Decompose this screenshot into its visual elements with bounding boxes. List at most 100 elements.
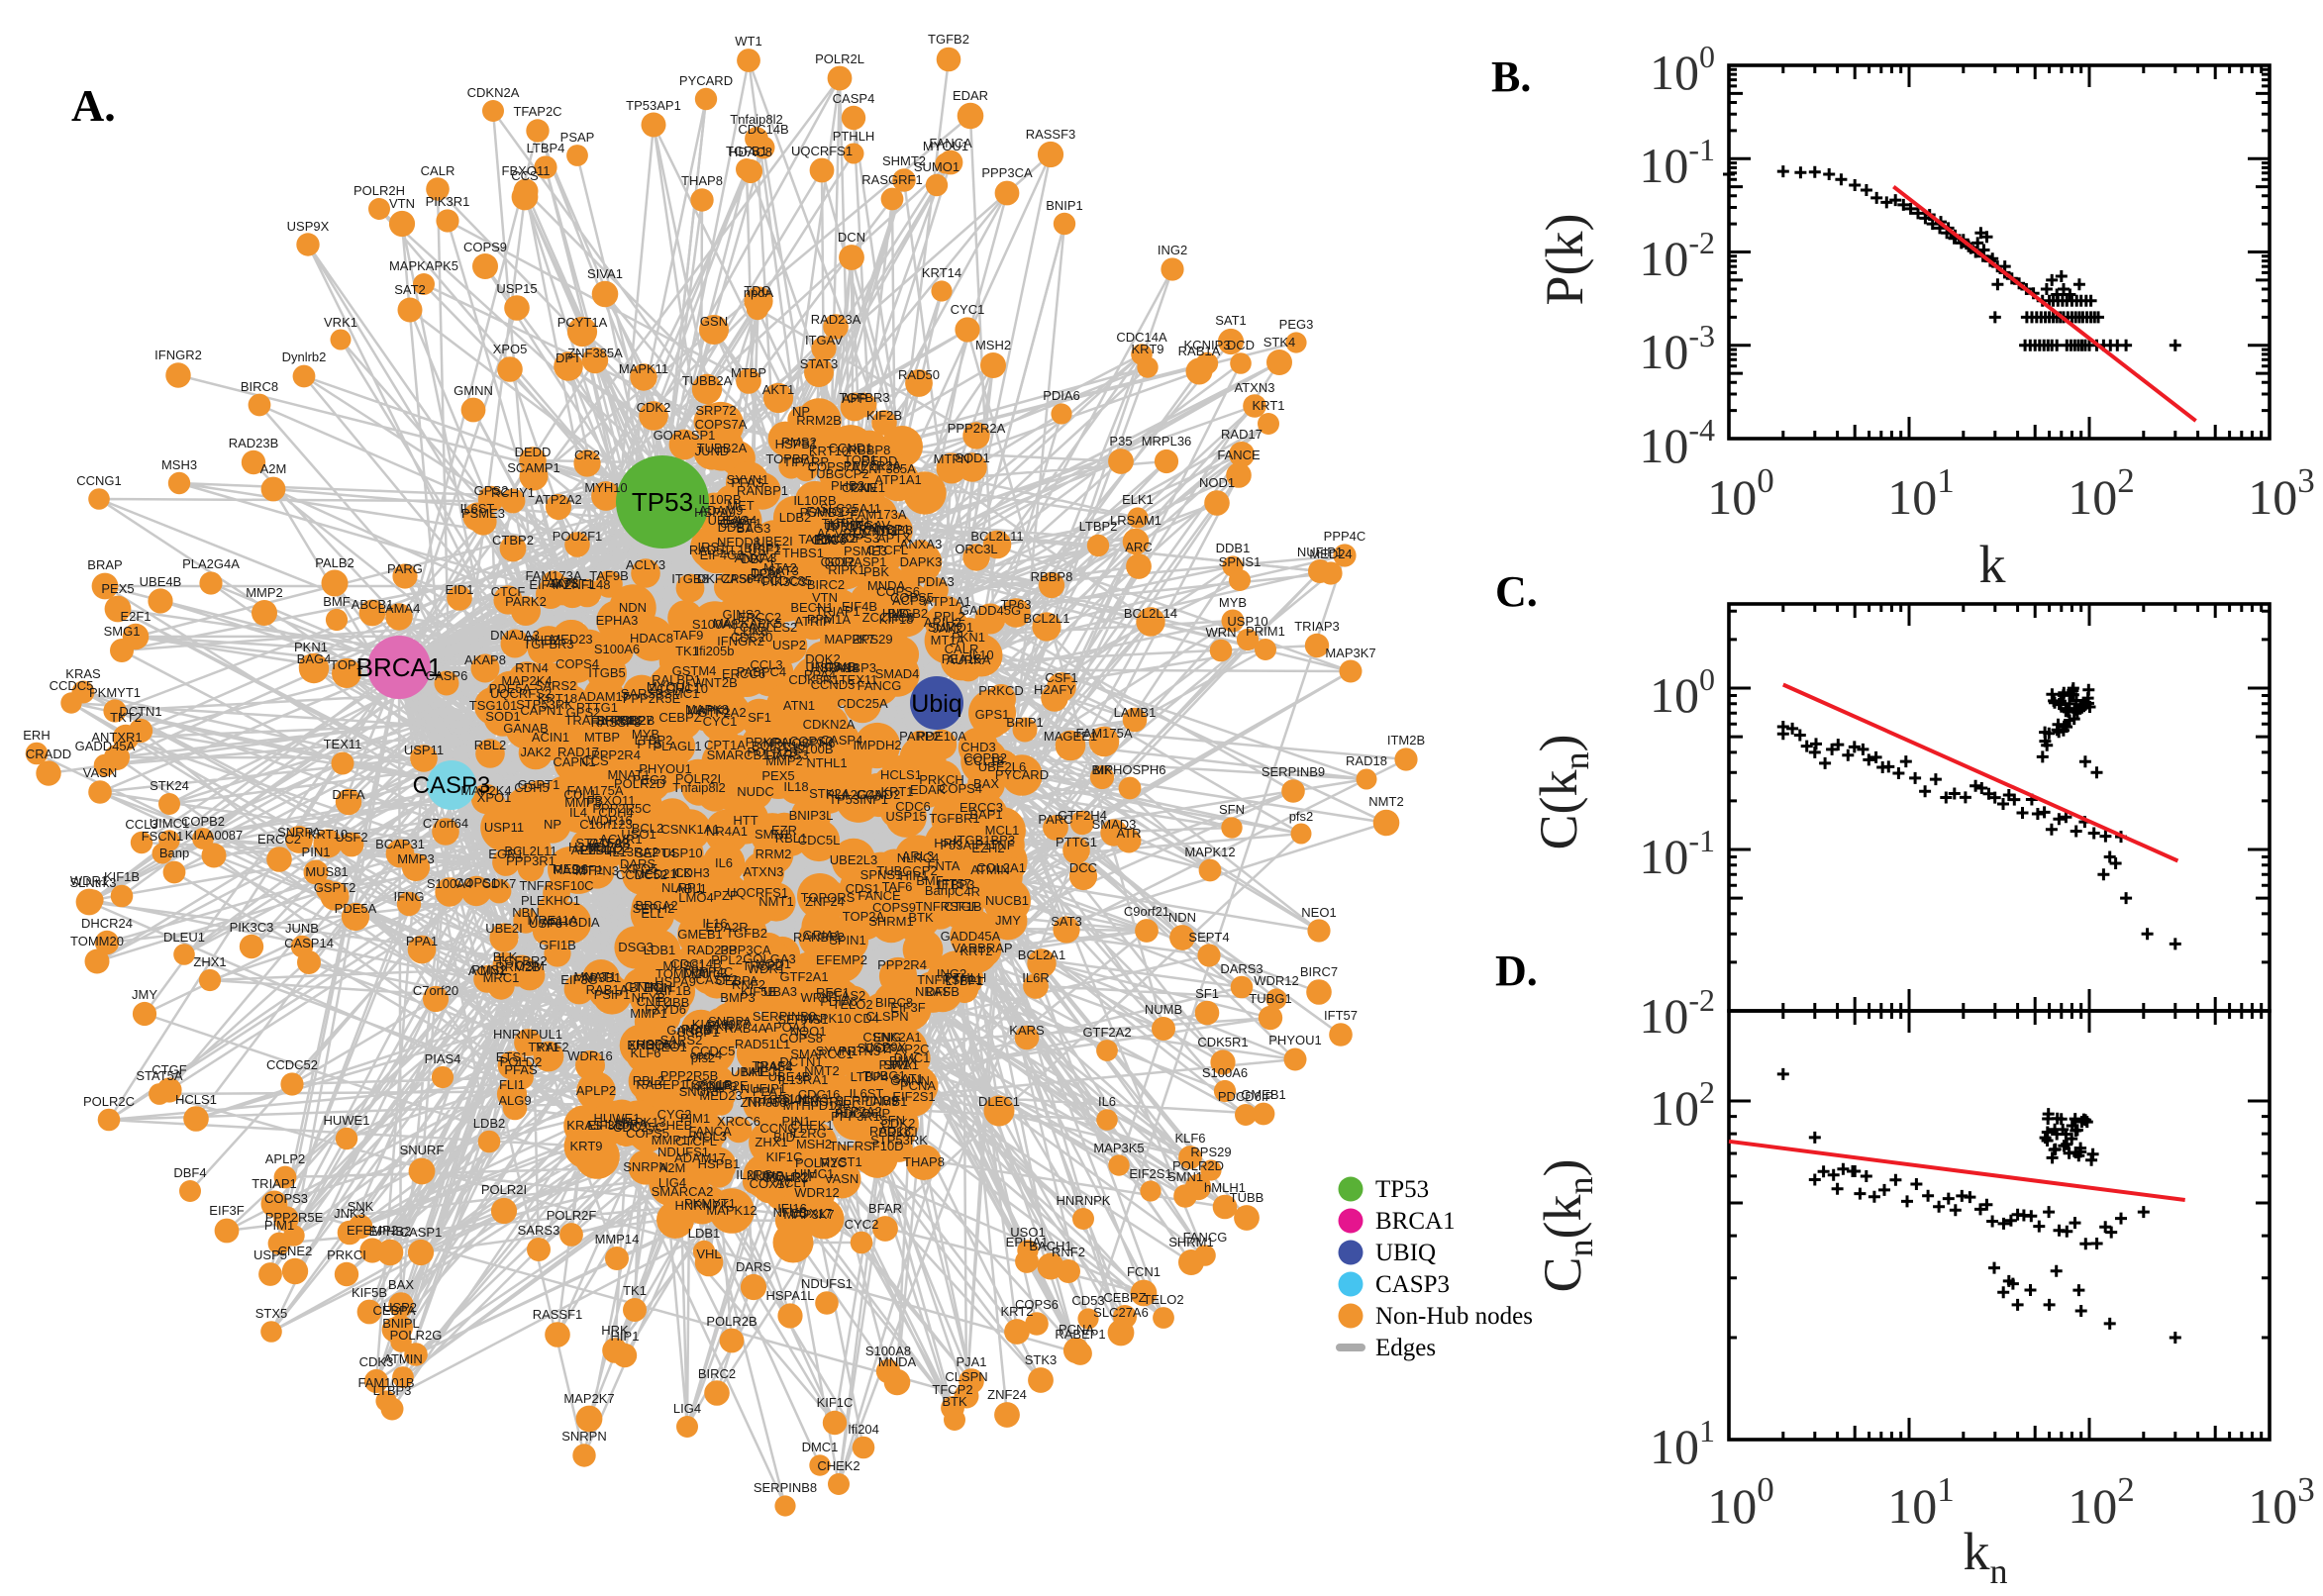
svg-text:MTPN3: MTPN3 — [575, 863, 619, 878]
svg-text:SNRPN: SNRPN — [561, 1429, 607, 1444]
svg-text:LMO4: LMO4 — [678, 890, 713, 905]
svg-text:KRT1: KRT1 — [1253, 398, 1285, 413]
svg-text:FANCG: FANCG — [858, 678, 902, 693]
svg-text:S100A4: S100A4 — [427, 876, 472, 891]
svg-text:KRAS: KRAS — [65, 666, 101, 681]
svg-text:POLR2B: POLR2B — [747, 745, 797, 759]
svg-text:POLR2C: POLR2C — [795, 1155, 847, 1170]
svg-text:ACIN1: ACIN1 — [532, 730, 569, 745]
svg-text:PEX5: PEX5 — [761, 768, 794, 783]
svg-text:E2F1: E2F1 — [120, 609, 151, 624]
svg-text:CYC1: CYC1 — [703, 714, 738, 729]
svg-text:CDS1: CDS1 — [846, 881, 880, 896]
svg-text:PDE5A: PDE5A — [335, 901, 377, 916]
svg-text:STP53RK: STP53RK — [870, 1133, 928, 1147]
svg-text:ATP1A1: ATP1A1 — [924, 594, 970, 609]
svg-text:GANAB: GANAB — [503, 721, 549, 736]
svg-text:MAPKAPK5: MAPKAPK5 — [389, 258, 458, 273]
svg-text:UBE2L3: UBE2L3 — [830, 852, 877, 867]
svg-text:CDK5R1: CDK5R1 — [788, 672, 839, 687]
svg-text:TIPARP: TIPARP — [783, 454, 829, 469]
svg-text:TGFBR1: TGFBR1 — [929, 811, 979, 826]
svg-text:CSNK1A1: CSNK1A1 — [660, 822, 719, 837]
svg-text:DCTN1: DCTN1 — [779, 1054, 822, 1069]
svg-text:ANXA3: ANXA3 — [900, 537, 943, 551]
svg-text:GOLGA3: GOLGA3 — [743, 951, 795, 966]
svg-text:TAF1A: TAF1A — [798, 532, 838, 547]
svg-text:UBA3: UBA3 — [763, 984, 797, 999]
svg-text:UIMC1: UIMC1 — [150, 816, 189, 831]
svg-text:EIF2S1: EIF2S1 — [1129, 1166, 1171, 1181]
svg-text:BCL2A1: BCL2A1 — [1018, 948, 1065, 962]
svg-text:MYOU1: MYOU1 — [647, 679, 692, 694]
svg-text:SAT1: SAT1 — [892, 1071, 924, 1086]
svg-text:SNURF: SNURF — [679, 1084, 724, 1099]
svg-text:MYOU1: MYOU1 — [923, 139, 968, 153]
svg-text:DAPK3: DAPK3 — [900, 554, 943, 569]
svg-text:BMX: BMX — [889, 1053, 918, 1068]
svg-text:TFCP2: TFCP2 — [742, 958, 782, 973]
svg-text:IL6: IL6 — [715, 855, 733, 870]
svg-text:NMT2: NMT2 — [804, 1063, 839, 1078]
svg-text:MAP2K7: MAP2K7 — [824, 632, 874, 647]
svg-text:CTGF: CTGF — [944, 899, 978, 914]
svg-text:HSPA1A: HSPA1A — [637, 1037, 687, 1051]
svg-text:WDR12: WDR12 — [1254, 973, 1299, 988]
svg-text:APLP2: APLP2 — [265, 1151, 305, 1166]
svg-text:KRT18: KRT18 — [538, 691, 577, 706]
svg-text:NEO1: NEO1 — [1301, 905, 1336, 920]
svg-text:PSIP1: PSIP1 — [594, 987, 631, 1002]
svg-text:HSPA9: HSPA9 — [694, 505, 736, 520]
svg-text:USP2: USP2 — [772, 638, 806, 652]
svg-text:MAP3K7: MAP3K7 — [783, 1207, 834, 1222]
svg-text:PRKCI: PRKCI — [878, 1125, 918, 1140]
svg-text:SYVN1: SYVN1 — [727, 472, 769, 487]
svg-text:PHYOU1: PHYOU1 — [1268, 1033, 1321, 1047]
svg-text:ETS1: ETS1 — [496, 1049, 529, 1064]
svg-text:MMP2: MMP2 — [765, 753, 803, 768]
svg-text:Edges: Edges — [1375, 1335, 1436, 1361]
svg-text:AP3B1: AP3B1 — [581, 970, 621, 985]
svg-text:PPP2R2B: PPP2R2B — [597, 713, 656, 728]
svg-text:SDC2: SDC2 — [858, 1041, 892, 1055]
svg-text:P53AIP1: P53AIP1 — [940, 838, 990, 852]
svg-text:PRKRA: PRKRA — [746, 735, 790, 749]
svg-text:PIN1: PIN1 — [302, 845, 331, 859]
svg-text:DMC1: DMC1 — [894, 1050, 931, 1065]
svg-text:CTCFL: CTCFL — [866, 543, 908, 557]
svg-text:RALBP1: RALBP1 — [652, 672, 701, 687]
svg-text:GTF2A1: GTF2A1 — [779, 969, 828, 984]
svg-text:CDC6: CDC6 — [895, 799, 930, 814]
svg-text:DBF4: DBF4 — [741, 551, 773, 566]
svg-text:PYCARD: PYCARD — [995, 767, 1049, 782]
svg-text:SAT2: SAT2 — [394, 282, 426, 297]
svg-text:MED23: MED23 — [699, 1088, 742, 1103]
svg-text:AP2B1: AP2B1 — [571, 843, 611, 857]
svg-text:NOL3: NOL3 — [693, 1129, 727, 1144]
svg-text:UBA1: UBA1 — [731, 1064, 764, 1079]
svg-text:TP63: TP63 — [751, 566, 781, 581]
svg-text:BCL2L11: BCL2L11 — [504, 844, 556, 858]
svg-text:HIP1: HIP1 — [611, 1329, 640, 1344]
svg-text:BIRC8: BIRC8 — [875, 995, 913, 1010]
svg-text:QO12: QO12 — [821, 554, 856, 569]
svg-text:TUBB2A: TUBB2A — [697, 441, 748, 455]
svg-text:GSPT1: GSPT1 — [518, 777, 560, 792]
svg-text:HCLS1: HCLS1 — [880, 767, 922, 782]
svg-text:HSPB1: HSPB1 — [698, 1156, 741, 1171]
svg-text:HSPA14: HSPA14 — [811, 660, 859, 675]
svg-text:ERCC6: ERCC6 — [722, 666, 765, 681]
svg-text:CDH3: CDH3 — [674, 865, 709, 880]
svg-text:C9orf21: C9orf21 — [1124, 904, 1169, 919]
svg-text:BLK: BLK — [493, 949, 518, 964]
svg-text:SHRM1: SHRM1 — [1168, 1235, 1214, 1249]
svg-text:CDC25C: CDC25C — [613, 1120, 664, 1135]
svg-text:BRIP1: BRIP1 — [744, 541, 781, 555]
svg-text:DKFZP564: DKFZP564 — [697, 571, 760, 586]
svg-text:POLR2F: POLR2F — [547, 1208, 597, 1223]
svg-text:GADD45G: GADD45G — [960, 603, 1021, 618]
svg-text:SYVN1: SYVN1 — [816, 1044, 858, 1058]
svg-text:IFT57: IFT57 — [1324, 1008, 1358, 1023]
svg-text:PJA1: PJA1 — [956, 1354, 986, 1369]
svg-text:UBE4B: UBE4B — [140, 574, 182, 589]
